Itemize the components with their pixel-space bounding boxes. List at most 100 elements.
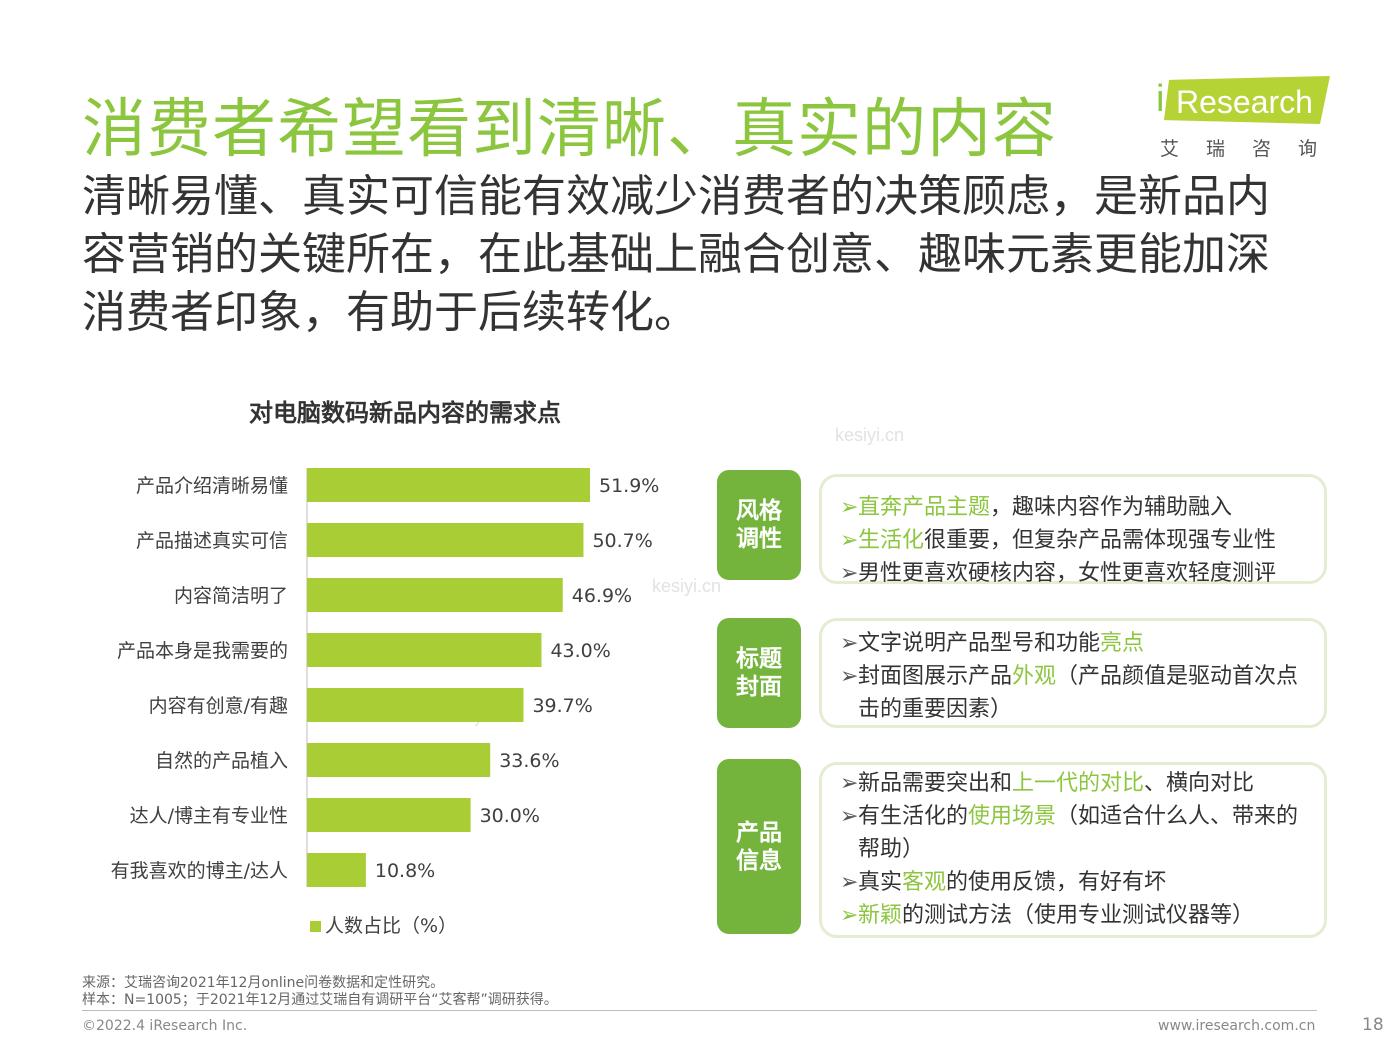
item-text: 、横向对比 [1144, 771, 1255, 796]
highlight-text: 外观 [1012, 664, 1057, 689]
logo-cn-name: 艾瑞咨询 [1160, 138, 1345, 160]
bar [307, 853, 366, 887]
panel-tag: 标题封面 [717, 618, 801, 728]
panel-box: ➢ 文字说明产品型号和功能亮点 ➢ 封面图展示产品外观（产品颜值是驱动首次点击的重要因… [819, 618, 1327, 728]
page-title: 消费者希望看到清晰、真实的内容 [82, 93, 1057, 167]
page-number: 18 [1362, 1015, 1384, 1035]
footer-divider [82, 1010, 1317, 1011]
data-label: 30.0% [480, 805, 540, 827]
item-text: 的使用反馈，有好有坏 [946, 870, 1167, 895]
category-label: 自然的产品植入 [155, 750, 288, 772]
item-text: 有生活化的 [858, 804, 969, 829]
panel-tag-label: 标题封面 [736, 646, 782, 700]
arrow-bullet-icon: ➢ [840, 631, 859, 656]
arrow-bullet-icon: ➢ [840, 561, 859, 586]
highlight-text: 直奔产品主题 [858, 495, 991, 520]
bar [307, 578, 563, 612]
panel-item-text: 新品需要突出和上一代的对比、横向对比 [858, 767, 1254, 800]
bar [307, 468, 590, 502]
page-subtitle: 清晰易懂、真实可信能有效减少消费者的决策顾虑，是新品内容营销的关键所在，在此基础… [82, 171, 1270, 338]
panel-item-text: 文字说明产品型号和功能亮点 [858, 627, 1144, 660]
panel-item: ➢ 新品需要突出和上一代的对比、横向对比 [840, 767, 1310, 800]
highlight-text: 上一代的对比 [1012, 771, 1145, 796]
highlight-text: 使用场景 [968, 804, 1057, 829]
data-label: 39.7% [532, 695, 592, 717]
panel-item-text: 生活化很重要，但复杂产品需体现强专业性 [858, 524, 1276, 557]
category-label: 产品本身是我需要的 [117, 640, 288, 662]
panel-box: ➢ 直奔产品主题，趣味内容作为辅助融入 ➢ 生活化很重要，但复杂产品需体现强专业性 ➢ 男… [819, 474, 1327, 586]
bar [307, 798, 471, 832]
highlight-text: 客观 [902, 870, 947, 895]
panel-item-text: 真实客观的使用反馈，有好有坏 [858, 866, 1166, 899]
iresearch-logo: i Research 艾瑞咨询 [1152, 72, 1332, 162]
website: www.iresearch.com.cn [1158, 1018, 1316, 1034]
arrow-bullet-icon: ➢ [840, 495, 859, 520]
bar [307, 688, 524, 722]
data-label: 50.7% [592, 530, 652, 552]
panel-item: ➢ 直奔产品主题，趣味内容作为辅助融入 [840, 491, 1310, 524]
arrow-bullet-icon: ➢ [840, 771, 859, 796]
panel-item: ➢ 文字说明产品型号和功能亮点 [840, 627, 1310, 660]
legend-label: 人数占比（%） [325, 915, 457, 937]
panel-item: ➢ 生活化很重要，但复杂产品需体现强专业性 [840, 524, 1310, 557]
logo-banner [1164, 76, 1330, 124]
bar [307, 523, 584, 557]
arrow-bullet-icon: ➢ [840, 804, 859, 829]
bar-chart: 产品介绍清晰易懂 51.9% 产品描述真实可信 50.7% 内容简洁明了 46.9% 产品本… [111, 468, 659, 937]
category-label: 内容有创意/有趣 [149, 695, 288, 717]
category-label: 达人/博主有专业性 [130, 805, 288, 827]
data-label: 10.8% [375, 860, 435, 882]
panel-tag-label: 风格调性 [736, 498, 782, 552]
logo-text: Research [1176, 84, 1313, 120]
data-label: 46.9% [572, 585, 632, 607]
bar [307, 633, 542, 667]
item-text: ，趣味内容作为辅助融入 [990, 495, 1233, 520]
source-note: 来源：艾瑞咨询2021年12月online问卷数据和定性研究。 [82, 975, 445, 991]
panel-tag-label: 产品信息 [736, 819, 782, 874]
watermark: kesiyi.cn [652, 576, 722, 596]
panel-item-text: 有生活化的使用场景（如适合什么人、带来的帮助） [858, 800, 1310, 866]
panel-item: ➢ 有生活化的使用场景（如适合什么人、带来的帮助） [840, 800, 1310, 866]
panel-item-text: 封面图展示产品外观（产品颜值是驱动首次点击的重要因素） [858, 660, 1310, 726]
item-text: 文字说明产品型号和功能 [858, 631, 1101, 656]
sample-note: 样本：N=1005；于2021年12月通过艾瑞自有调研平台“艾客帮”调研获得。 [82, 992, 558, 1008]
watermark: kesiyi.cn [835, 425, 905, 445]
panel-box: ➢ 新品需要突出和上一代的对比、横向对比 ➢ 有生活化的使用场景（如适合什么人、带来的… [819, 762, 1327, 938]
item-text: 男性更喜欢硬核内容，女性更喜欢轻度测评 [858, 561, 1277, 586]
highlight-text: 新颖 [858, 903, 903, 928]
panel-item-text: 新颖的测试方法（使用专业测试仪器等） [858, 899, 1254, 932]
legend-swatch [310, 921, 321, 932]
item-text: 的测试方法（使用专业测试仪器等） [902, 903, 1255, 928]
item-text: 封面图展示产品 [858, 664, 1013, 689]
panel-tag: 产品信息 [717, 759, 801, 934]
arrow-bullet-icon: ➢ [840, 870, 859, 895]
category-label: 产品描述真实可信 [136, 530, 288, 552]
arrow-bullet-icon: ➢ [840, 528, 859, 553]
data-label: 33.6% [499, 750, 559, 772]
highlight-text: 生活化 [858, 528, 925, 553]
item-text: （产品颜值是驱动首次点击的重要因素） [858, 664, 1299, 722]
item-text: 真实 [858, 870, 903, 895]
item-text: 很重要，但复杂产品需体现强专业性 [924, 528, 1277, 553]
panel-tag: 风格调性 [717, 470, 801, 580]
panel-item: ➢ 真实客观的使用反馈，有好有坏 [840, 866, 1310, 899]
category-label: 有我喜欢的博主/达人 [111, 860, 288, 882]
logo-i: i [1156, 78, 1165, 120]
arrow-bullet-icon: ➢ [840, 664, 859, 689]
item-text: 新品需要突出和 [858, 771, 1013, 796]
category-label: 产品介绍清晰易懂 [136, 475, 288, 497]
bar [307, 743, 491, 777]
arrow-bullet-icon: ➢ [840, 903, 859, 928]
item-text: （如适合什么人、带来的帮助） [858, 804, 1299, 862]
highlight-text: 亮点 [1100, 631, 1145, 656]
copyright: ©2022.4 iResearch Inc. [82, 1018, 248, 1034]
chart-title: 对电脑数码新品内容的需求点 [249, 399, 561, 427]
panel-item-text: 男性更喜欢硬核内容，女性更喜欢轻度测评 [858, 557, 1276, 590]
panel-item-text: 直奔产品主题，趣味内容作为辅助融入 [858, 491, 1232, 524]
panel-item: ➢ 男性更喜欢硬核内容，女性更喜欢轻度测评 [840, 557, 1310, 590]
data-label: 51.9% [599, 475, 659, 497]
panel-item: ➢ 封面图展示产品外观（产品颜值是驱动首次点击的重要因素） [840, 660, 1310, 726]
panel-item: ➢ 新颖的测试方法（使用专业测试仪器等） [840, 899, 1310, 932]
category-label: 内容简洁明了 [174, 585, 288, 607]
data-label: 43.0% [550, 640, 610, 662]
